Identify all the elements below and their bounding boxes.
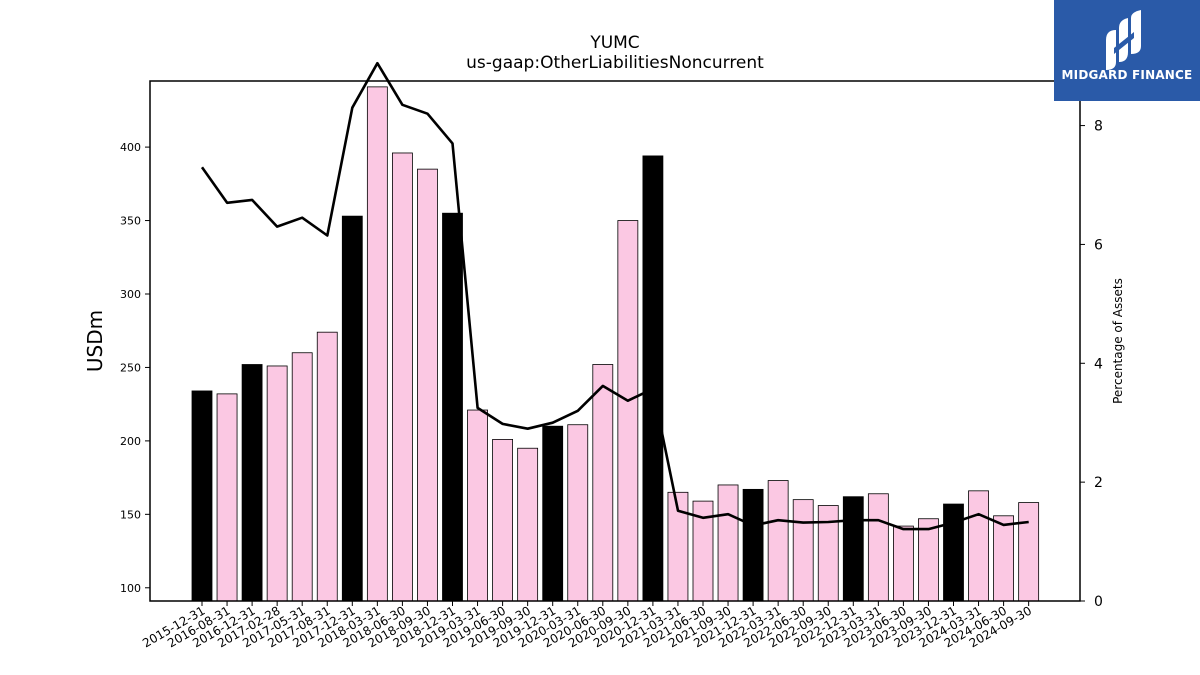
bar-2019-03-31: [467, 409, 488, 601]
bar-2016-08-31: [216, 393, 238, 601]
bar-2019-09-30: [517, 447, 539, 601]
bar-2018-12-31: [442, 212, 463, 601]
bar-2020-09-30: [617, 220, 639, 601]
bar-2022-03-31: [767, 480, 789, 601]
bar-2018-03-31: [366, 86, 388, 601]
bar-2015-12-31: [191, 390, 213, 601]
bar-2017-12-31: [341, 215, 363, 601]
y2-tick-label: 2: [1094, 475, 1103, 491]
bar-2024-06-30: [993, 515, 1014, 601]
y-axis-label: USDm: [83, 310, 107, 372]
bar-2023-09-30: [918, 518, 939, 601]
y2-axis-ticks: 0 2 4 6 8: [1080, 119, 1103, 610]
y2-axis-label: Percentage of Assets: [1111, 278, 1125, 404]
y2-tick-label: 0: [1094, 594, 1103, 610]
bar-2017-08-31: [316, 331, 338, 601]
y2-tick-label: 6: [1094, 237, 1103, 253]
axes: [149, 80, 1081, 602]
y-tick-label: 400: [120, 141, 141, 154]
y-tick-label: 300: [120, 288, 141, 301]
bar-2017-05-31: [291, 352, 313, 601]
bar-2021-03-31: [667, 491, 689, 601]
bar-2019-12-31: [542, 425, 564, 601]
y-tick-label: 250: [120, 361, 141, 374]
bar-2021-06-30: [692, 500, 714, 601]
bar-2020-06-30: [592, 364, 614, 601]
x-axis-ticks: 2015-12-312016-08-312016-12-312017-02-28…: [140, 601, 1034, 650]
bar-2023-03-31: [867, 493, 889, 601]
bar-2024-03-31: [968, 490, 989, 601]
y-tick-label: 150: [120, 508, 141, 521]
y2-tick-label: 8: [1094, 119, 1103, 135]
plot-frame: [149, 80, 1081, 602]
y-tick-label: 350: [120, 215, 141, 228]
bar-2023-12-31: [943, 503, 964, 601]
bar-2024-09-30: [1018, 502, 1040, 601]
bar-2021-12-31: [742, 488, 764, 601]
bar-2023-06-30: [893, 525, 914, 601]
bar-2016-12-31: [241, 364, 263, 601]
bar-2018-09-30: [417, 168, 438, 601]
bar-series: [191, 86, 1040, 601]
y-tick-label: 200: [120, 435, 141, 448]
midgard-logo-icon: [1106, 10, 1141, 70]
bar-2019-06-30: [492, 439, 514, 601]
bar-2020-12-31: [642, 155, 664, 601]
bar-2018-06-30: [391, 152, 413, 601]
percentage-line: [200, 61, 1029, 531]
percentage-line-series: [200, 61, 1029, 531]
logo-text: MIDGARD FINANCE: [1061, 68, 1193, 82]
y-tick-label: 100: [120, 582, 141, 595]
brand-logo[interactable]: MIDGARD FINANCE: [1054, 0, 1200, 101]
bar-2022-12-31: [842, 496, 864, 601]
bar-2022-09-30: [817, 505, 839, 601]
chart-title: YUMC: [590, 33, 640, 53]
bar-2022-06-30: [792, 499, 814, 601]
bar-2021-09-30: [717, 484, 739, 601]
y2-tick-label: 4: [1094, 356, 1103, 372]
y-axis-ticks: 100 150 200 250 300 350 400: [120, 141, 150, 595]
bar-2017-02-28: [266, 365, 288, 601]
chart-subtitle: us-gaap:OtherLiabilitiesNoncurrent: [466, 53, 764, 73]
bar-2020-03-31: [567, 424, 589, 601]
